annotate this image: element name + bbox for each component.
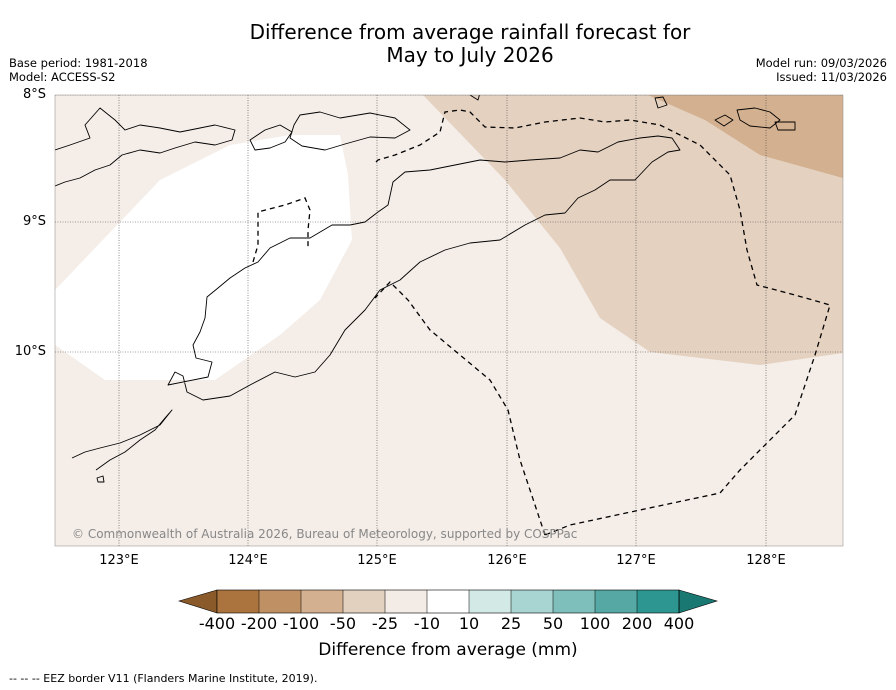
colorbar-cell-1	[217, 590, 259, 613]
colorbar-tick-label: -100	[282, 614, 320, 633]
eez-border-oecusse	[252, 197, 311, 263]
wetar-island-coast	[289, 111, 411, 151]
colorbar-tick-label: 100	[579, 614, 611, 633]
timor-island-coast	[167, 135, 681, 401]
small-island-5	[469, 95, 480, 101]
meta-left: Base period: 1981-2018 Model: ACCESS-S2	[9, 56, 148, 84]
colorbar	[177, 589, 719, 614]
mid-brown-region	[423, 95, 843, 365]
colorbar-tick-label: -10	[413, 614, 441, 633]
colorbar-tick-label: 200	[621, 614, 653, 633]
colorbar-tick-label: 25	[500, 614, 522, 633]
colorbar-cell-7	[469, 590, 511, 613]
ataur-island-coast	[249, 124, 293, 151]
colorbar-cell-9	[553, 590, 595, 613]
colorbar-cell-2	[259, 590, 301, 613]
lon-label-125e: 125°E	[357, 553, 397, 568]
lon-label-128e: 128°E	[746, 553, 786, 568]
eez-border-north	[375, 109, 831, 536]
coastlines	[55, 95, 796, 483]
colorbar-tick-label: 50	[542, 614, 564, 633]
lon-label-126e: 126°E	[487, 553, 527, 568]
map-canvas: © Commonwealth of Australia 2026, Bureau…	[55, 95, 843, 546]
small-island-3	[736, 107, 781, 129]
issued-text: Issued: 11/03/2026	[776, 70, 887, 84]
dark-brown-region	[648, 95, 843, 178]
eez-footnote: -- -- -- EEZ border V11 (Flanders Marine…	[9, 672, 318, 685]
base-period-text: Base period: 1981-2018	[9, 56, 148, 70]
small-island-2	[714, 114, 734, 127]
colorbar-cell-10	[595, 590, 637, 613]
colorbar-tick-label: -200	[240, 614, 278, 633]
colorbar-cell-4	[343, 590, 385, 613]
colorbar-cell-11	[637, 590, 679, 613]
colorbar-tick-label: -25	[371, 614, 399, 633]
lat-label-10s: 10°S	[14, 344, 46, 359]
alor-islands-coast	[55, 107, 236, 187]
eez-border-south	[374, 281, 546, 536]
colorbar-cell-6	[427, 590, 469, 613]
colorbar-tick-label: -400	[198, 614, 236, 633]
colorbar-tick-label: 400	[663, 614, 695, 633]
small-island-4	[774, 121, 796, 131]
colorbar-extend-low	[177, 589, 218, 614]
colorbar-title: Difference from average (mm)	[318, 640, 578, 660]
lon-label-127e: 127°E	[616, 553, 656, 568]
lat-label-9s: 9°S	[22, 214, 46, 229]
lon-label-124e: 124°E	[228, 553, 268, 568]
colorbar-cell-8	[511, 590, 553, 613]
colorbar-tick-label: 10	[458, 614, 480, 633]
model-text: Model: ACCESS-S2	[9, 70, 116, 84]
colorbar-outline	[216, 589, 680, 614]
gridlines	[55, 95, 843, 546]
meta-right: Model run: 09/03/2026 Issued: 11/03/2026	[756, 56, 887, 84]
title-line-1: Difference from average rainfall forecas…	[249, 20, 691, 44]
eez-borders	[252, 109, 831, 536]
colorbar-cell-3	[301, 590, 343, 613]
small-island-1	[654, 96, 668, 109]
lon-label-123e: 123°E	[99, 553, 139, 568]
colorbar-cell-5	[385, 590, 427, 613]
title-line-2: May to July 2026	[386, 43, 554, 67]
lat-label-8s: 8°S	[22, 87, 46, 102]
rote-island-coast	[71, 409, 173, 471]
small-island-6	[96, 475, 105, 483]
colorbar-tick-label: -50	[329, 614, 357, 633]
copyright-text: © Commonwealth of Australia 2026, Bureau…	[72, 527, 577, 541]
map-frame	[54, 94, 844, 547]
model-run-text: Model run: 09/03/2026	[755, 56, 887, 70]
white-neutral-region	[55, 135, 352, 380]
colorbar-extend-high	[678, 589, 719, 614]
